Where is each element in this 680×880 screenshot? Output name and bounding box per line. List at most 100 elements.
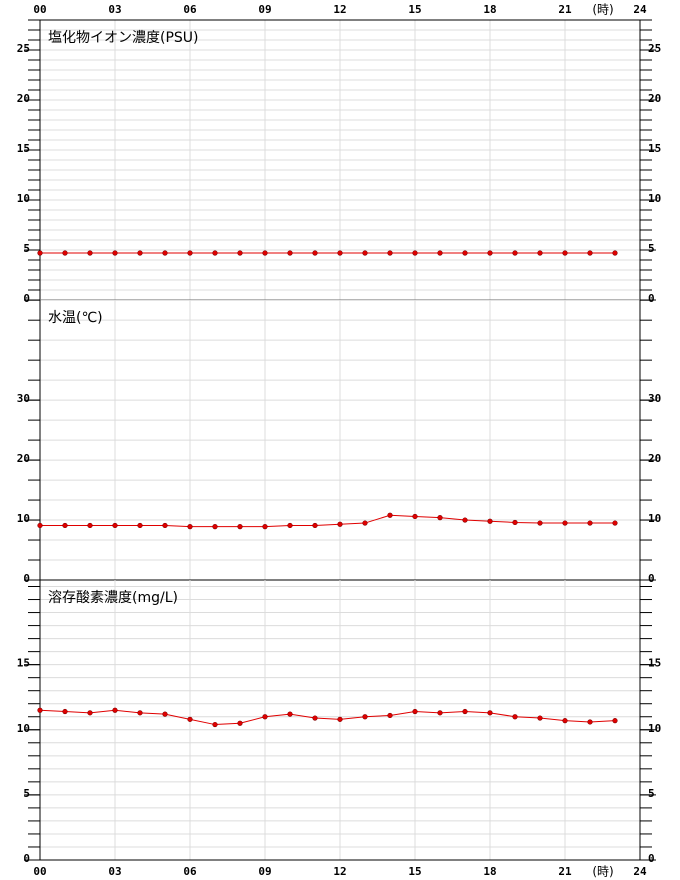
data-point: [362, 250, 368, 256]
x-tick-label: 18: [483, 865, 496, 878]
x-unit-label: (時): [592, 3, 613, 17]
data-point: [387, 512, 393, 518]
data-point: [162, 250, 168, 256]
x-tick-label: 09: [258, 3, 271, 16]
data-point: [62, 250, 68, 256]
data-point: [512, 714, 518, 720]
y-tick-label: 0: [648, 292, 655, 305]
data-point: [412, 513, 418, 520]
data-point: [312, 715, 318, 721]
data-point: [212, 250, 218, 256]
y-tick-label: 5: [648, 787, 655, 800]
x-tick-label: 03: [108, 865, 121, 878]
x-unit-label: (時): [592, 865, 613, 879]
y-tick-label: 10: [17, 722, 30, 735]
data-point: [37, 707, 43, 713]
data-point: [612, 718, 618, 724]
y-tick-label: 15: [17, 657, 30, 670]
data-point: [487, 518, 493, 524]
data-point: [562, 250, 568, 256]
y-tick-label: 0: [23, 572, 30, 585]
y-tick-label: 20: [648, 92, 661, 105]
y-tick-label: 15: [648, 657, 661, 670]
data-point: [262, 714, 268, 720]
x-tick-label: 00: [33, 3, 46, 16]
data-point: [137, 710, 143, 716]
data-point: [537, 250, 543, 256]
data-point: [337, 716, 343, 722]
data-point: [87, 522, 93, 529]
data-point: [362, 520, 368, 526]
y-tick-label: 15: [648, 142, 661, 155]
data-point: [587, 719, 593, 725]
panel-title: 塩化物イオン濃度(PSU): [48, 30, 199, 46]
data-point: [62, 522, 68, 529]
data-point: [162, 711, 168, 717]
data-point: [237, 524, 243, 530]
data-point: [437, 710, 443, 716]
x-tick-label: 06: [183, 865, 197, 878]
x-tick-label: 18: [483, 3, 496, 16]
data-point: [287, 250, 293, 256]
data-point: [262, 524, 268, 530]
data-point: [412, 250, 418, 256]
data-point: [237, 250, 243, 256]
series-line: [40, 514, 615, 528]
y-tick-label: 20: [17, 92, 30, 105]
data-point: [162, 522, 168, 529]
data-point: [437, 250, 443, 256]
data-point: [287, 711, 293, 717]
data-point: [212, 524, 218, 530]
data-point: [537, 520, 543, 526]
data-point: [112, 522, 118, 529]
x-tick-label: 21: [558, 3, 572, 16]
y-tick-label: 20: [648, 452, 661, 465]
x-tick-label: 24: [633, 3, 647, 16]
x-tick-label: 12: [333, 3, 346, 16]
data-point: [462, 250, 468, 256]
series-line: [39, 709, 616, 726]
y-tick-label: 25: [17, 42, 30, 55]
data-point: [537, 715, 543, 721]
data-point: [262, 250, 268, 256]
x-tick-label: 15: [408, 865, 421, 878]
data-point: [562, 520, 568, 526]
data-point: [337, 250, 343, 256]
data-point: [87, 250, 93, 256]
y-tick-label: 5: [648, 242, 655, 255]
data-point: [362, 714, 368, 720]
data-point: [512, 250, 518, 256]
y-tick-label: 5: [23, 787, 30, 800]
data-point: [512, 519, 518, 526]
data-point: [462, 708, 468, 715]
data-point: [437, 515, 443, 521]
data-point: [387, 712, 393, 719]
data-point: [387, 250, 393, 256]
y-tick-label: 20: [17, 452, 30, 465]
y-tick-label: 0: [23, 292, 30, 305]
data-point: [312, 250, 318, 256]
data-point: [62, 708, 68, 715]
data-point: [612, 520, 618, 526]
y-tick-label: 15: [17, 142, 30, 155]
data-point: [587, 520, 593, 526]
x-tick-label: 09: [258, 865, 271, 878]
data-point: [487, 710, 493, 716]
data-point: [487, 250, 493, 256]
data-point: [312, 522, 318, 529]
data-point: [137, 250, 143, 256]
x-tick-label: 24: [633, 865, 647, 878]
x-tick-label: 00: [33, 865, 46, 878]
data-point: [112, 707, 118, 713]
x-tick-label: 15: [408, 3, 421, 16]
data-point: [87, 710, 93, 716]
data-point: [412, 708, 418, 715]
data-point: [237, 720, 243, 726]
data-point: [137, 522, 143, 529]
y-tick-label: 0: [648, 852, 655, 865]
data-point: [187, 524, 193, 530]
y-tick-label: 5: [23, 242, 30, 255]
y-tick-label: 30: [17, 392, 30, 405]
panel-title: 水温(℃): [48, 310, 103, 326]
